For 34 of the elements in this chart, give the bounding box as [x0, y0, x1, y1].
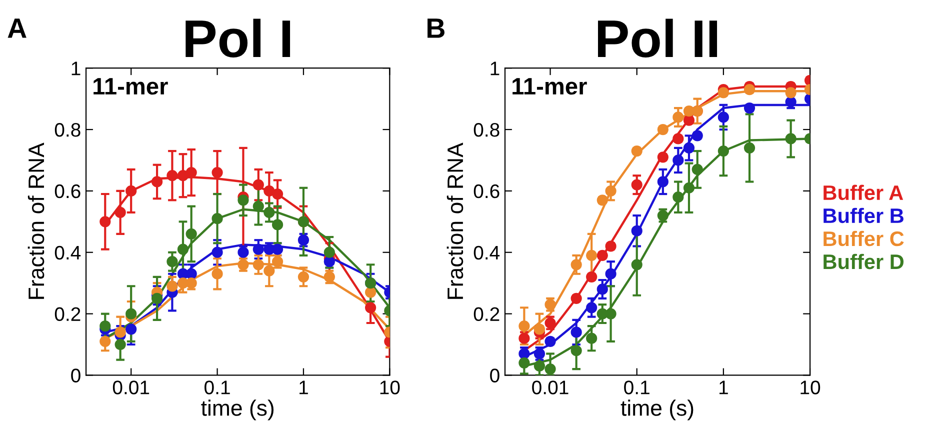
x-tick-label: 0.1: [624, 380, 650, 394]
y-axis-title: Fraction of RNA: [446, 142, 464, 299]
x-tick-label: 10: [380, 380, 400, 394]
x-axis-title: time (s): [201, 400, 274, 420]
y-tick-label: 1: [72, 62, 80, 76]
y-tick-label: 1: [490, 62, 500, 76]
y-tick-label: 0.8: [474, 122, 500, 137]
y-axis-title: Fraction of RNA: [28, 142, 44, 299]
x-tick-label: 1: [300, 380, 308, 394]
text: B: [428, 18, 444, 38]
y-tick-label: 0.6: [474, 184, 500, 198]
x-tick-label: 1: [720, 380, 728, 394]
chart-title: Pol II: [598, 18, 718, 58]
y-tick-label: 0.4: [474, 246, 500, 260]
text: A: [8, 18, 26, 38]
text: Buffer D: [824, 254, 904, 270]
annotation: 11-mer: [512, 78, 587, 95]
annotation: 11-mer: [94, 78, 168, 95]
y-tick-label: 0.8: [54, 122, 80, 137]
y-tick-label: 0.4: [54, 246, 81, 260]
y-tick-label: 0.2: [474, 307, 500, 322]
x-tick-label: 0.01: [532, 380, 568, 394]
text: Buffer C: [824, 230, 904, 246]
x-axis-title: time (s): [620, 400, 694, 420]
y-tick-label: 0.2: [54, 307, 80, 322]
y-tick-label: 0: [71, 368, 80, 382]
x-tick-label: 0.01: [112, 380, 150, 394]
text: Buffer A: [824, 184, 904, 200]
y-tick-label: 0: [490, 368, 500, 382]
y-tick-label: 0.6: [54, 184, 80, 198]
x-tick-label: 10: [800, 380, 820, 394]
x-tick-label: 0.1: [204, 380, 230, 394]
chart-title: Pol I: [186, 18, 290, 58]
text: Buffer B: [824, 208, 904, 224]
